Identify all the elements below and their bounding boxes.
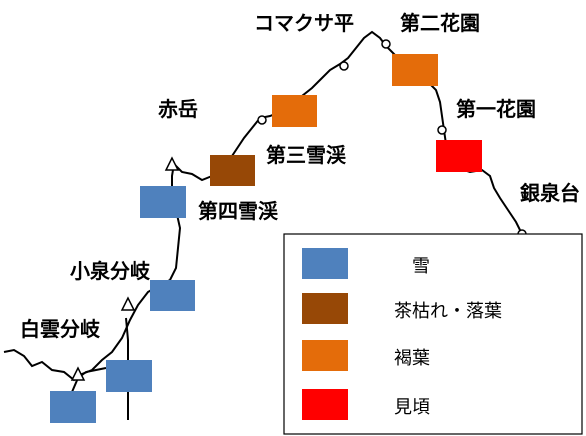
junction-komakusa [339, 61, 349, 71]
marker-akadake [140, 186, 186, 218]
marker-dai2 [392, 54, 438, 86]
peak-akadake-icon [164, 156, 180, 171]
marker-dai4 [210, 155, 255, 186]
legend-swatch-brown-leaves [302, 340, 348, 371]
legend-label-snow: 雪 [412, 256, 430, 277]
legend-swatch-snow [302, 248, 348, 279]
marker-hakuun2 [50, 391, 96, 423]
label-dai4: 第四雪渓 [198, 199, 279, 223]
label-ginsen: 銀泉台 [520, 181, 580, 205]
peak-hakuun-icon [120, 296, 136, 311]
label-komakusa: コマクサ平 [254, 11, 354, 35]
label-akadake: 赤岳 [158, 97, 198, 121]
marker-dai1 [436, 140, 482, 172]
legend-label-withered: 茶枯れ・落葉 [394, 301, 502, 322]
legend-label-brown-leaves: 褐葉 [394, 348, 430, 369]
legend-label-peak: 見頃 [394, 397, 430, 418]
label-koizumi: 小泉分岐 [70, 259, 150, 283]
junction-dai1 [437, 125, 447, 135]
label-dai3: 第三雪渓 [266, 143, 347, 167]
trail-branch-hakuun [71, 367, 107, 393]
junction-dai2 [381, 39, 391, 49]
legend-swatch-withered [302, 293, 348, 324]
marker-dai3 [272, 95, 317, 127]
label-hakuun: 白雲分岐 [20, 317, 100, 341]
legend: 雪 茶枯れ・落葉 褐葉 見頃 [283, 233, 583, 435]
label-dai1: 第一花園 [456, 97, 536, 121]
marker-koizumi [150, 280, 195, 311]
legend-swatch-peak [302, 389, 348, 420]
peak-hakuun2-icon [70, 366, 86, 381]
marker-hakuun1 [106, 360, 152, 392]
junction-dai3 [257, 115, 267, 125]
label-dai2: 第二花園 [400, 11, 480, 35]
